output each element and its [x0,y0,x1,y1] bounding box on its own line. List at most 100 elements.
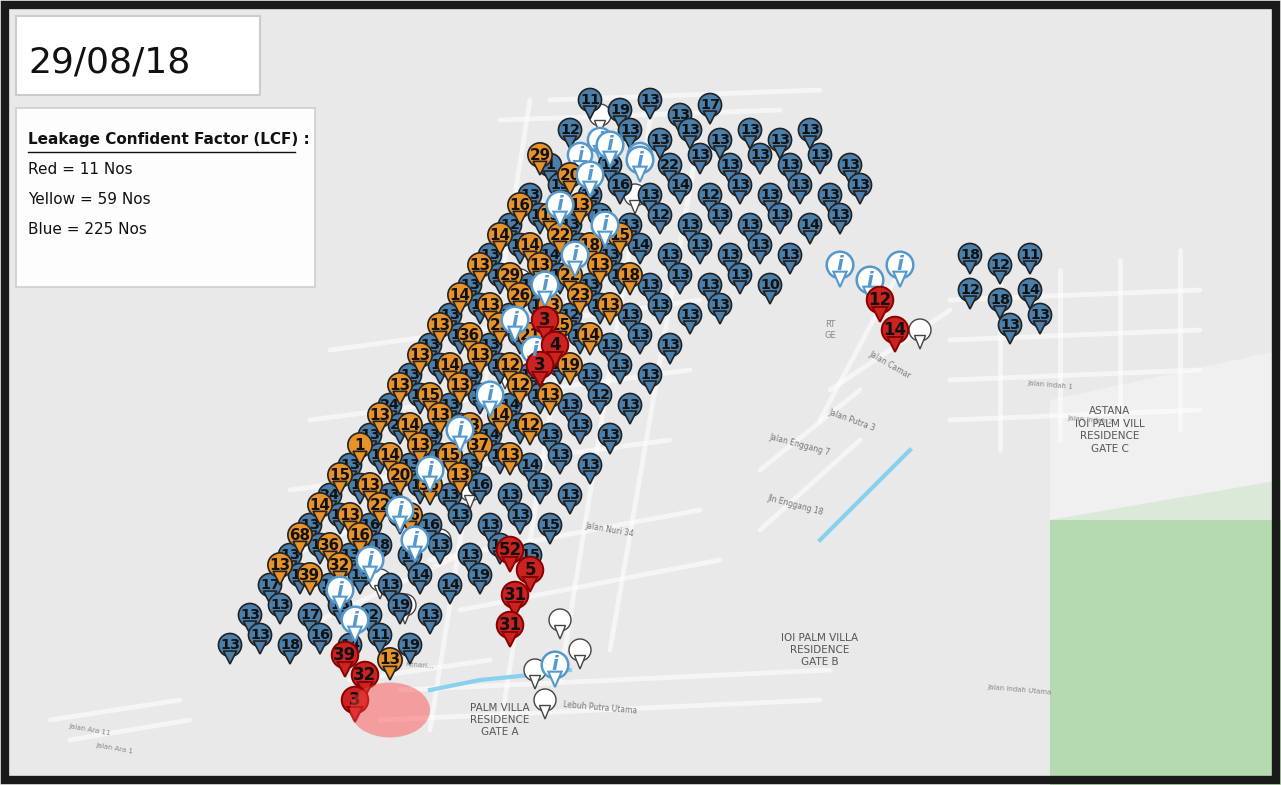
Ellipse shape [688,233,711,257]
Ellipse shape [478,243,502,267]
Text: 13: 13 [450,508,470,522]
Polygon shape [574,341,587,354]
Ellipse shape [307,493,332,517]
Ellipse shape [608,353,632,377]
Ellipse shape [617,263,642,287]
Ellipse shape [448,323,471,346]
Polygon shape [538,292,552,307]
Ellipse shape [398,543,421,567]
Polygon shape [538,327,552,341]
Ellipse shape [488,403,512,427]
Polygon shape [594,146,606,160]
Text: 13: 13 [710,133,730,147]
Text: 13: 13 [410,388,430,402]
Text: i: i [337,580,343,600]
Text: Jan M...: Jan M... [357,545,382,565]
Polygon shape [414,401,427,414]
Ellipse shape [638,363,661,386]
Text: 22: 22 [360,608,380,622]
Polygon shape [524,381,537,394]
Polygon shape [1024,261,1036,274]
Polygon shape [493,281,506,294]
Text: i: i [637,146,643,164]
Ellipse shape [388,414,411,436]
Ellipse shape [748,233,771,257]
Polygon shape [743,231,757,244]
Text: 13: 13 [820,188,840,202]
Text: 13: 13 [801,123,820,137]
Ellipse shape [567,193,592,217]
Ellipse shape [518,233,542,257]
Polygon shape [354,542,366,555]
Polygon shape [533,372,547,387]
Text: 3: 3 [539,311,551,329]
Ellipse shape [534,689,556,711]
Text: 13: 13 [369,407,391,422]
Polygon shape [963,296,976,309]
Ellipse shape [532,307,559,334]
FancyBboxPatch shape [15,16,260,95]
Text: 12: 12 [550,358,570,372]
Polygon shape [453,436,466,452]
Polygon shape [483,401,497,415]
Polygon shape [553,191,566,204]
Polygon shape [784,171,797,184]
Ellipse shape [598,423,621,447]
Polygon shape [514,341,526,354]
Text: 13: 13 [680,123,699,137]
Text: 26: 26 [510,287,530,302]
Text: 13: 13 [541,338,560,352]
Ellipse shape [369,444,392,466]
Polygon shape [564,181,576,195]
Polygon shape [474,401,487,414]
Ellipse shape [407,343,432,367]
Ellipse shape [524,659,546,681]
Text: 13: 13 [600,428,620,442]
Polygon shape [583,471,597,484]
Text: 1: 1 [544,158,555,172]
Polygon shape [533,491,547,504]
Text: 39: 39 [333,646,356,664]
Polygon shape [634,161,646,175]
Polygon shape [314,551,327,564]
Text: RT
GE: RT GE [824,320,836,340]
Polygon shape [264,591,277,604]
Text: 13: 13 [649,133,670,147]
Text: 29/08/18: 29/08/18 [28,45,191,79]
Text: 13: 13 [350,568,370,582]
Text: 14: 14 [480,428,500,442]
Ellipse shape [557,162,582,187]
Polygon shape [643,291,657,304]
Polygon shape [574,251,587,264]
Ellipse shape [826,252,853,279]
Ellipse shape [409,473,432,497]
Ellipse shape [402,527,428,553]
Ellipse shape [409,564,432,586]
Text: 13: 13 [350,478,370,492]
Polygon shape [404,521,416,535]
Text: Jalan Indah 1: Jalan Indah 1 [1027,380,1073,390]
Polygon shape [614,371,626,384]
Ellipse shape [538,383,562,407]
Ellipse shape [576,162,603,188]
Ellipse shape [910,319,931,341]
Text: 13: 13 [749,238,770,252]
Text: 13: 13 [460,458,480,472]
Polygon shape [553,212,566,227]
Ellipse shape [528,343,552,367]
Polygon shape [373,461,387,474]
Text: 12: 12 [510,378,530,392]
Text: 13: 13 [360,428,380,442]
Ellipse shape [498,443,523,467]
Text: 14: 14 [500,398,520,412]
Polygon shape [323,501,337,514]
Polygon shape [500,375,511,389]
Polygon shape [473,451,487,465]
Text: 12: 12 [560,123,580,137]
Ellipse shape [819,184,842,206]
Ellipse shape [532,272,559,298]
Ellipse shape [569,233,592,257]
Text: 13: 13 [450,418,470,432]
Polygon shape [453,431,466,444]
Polygon shape [574,161,585,175]
